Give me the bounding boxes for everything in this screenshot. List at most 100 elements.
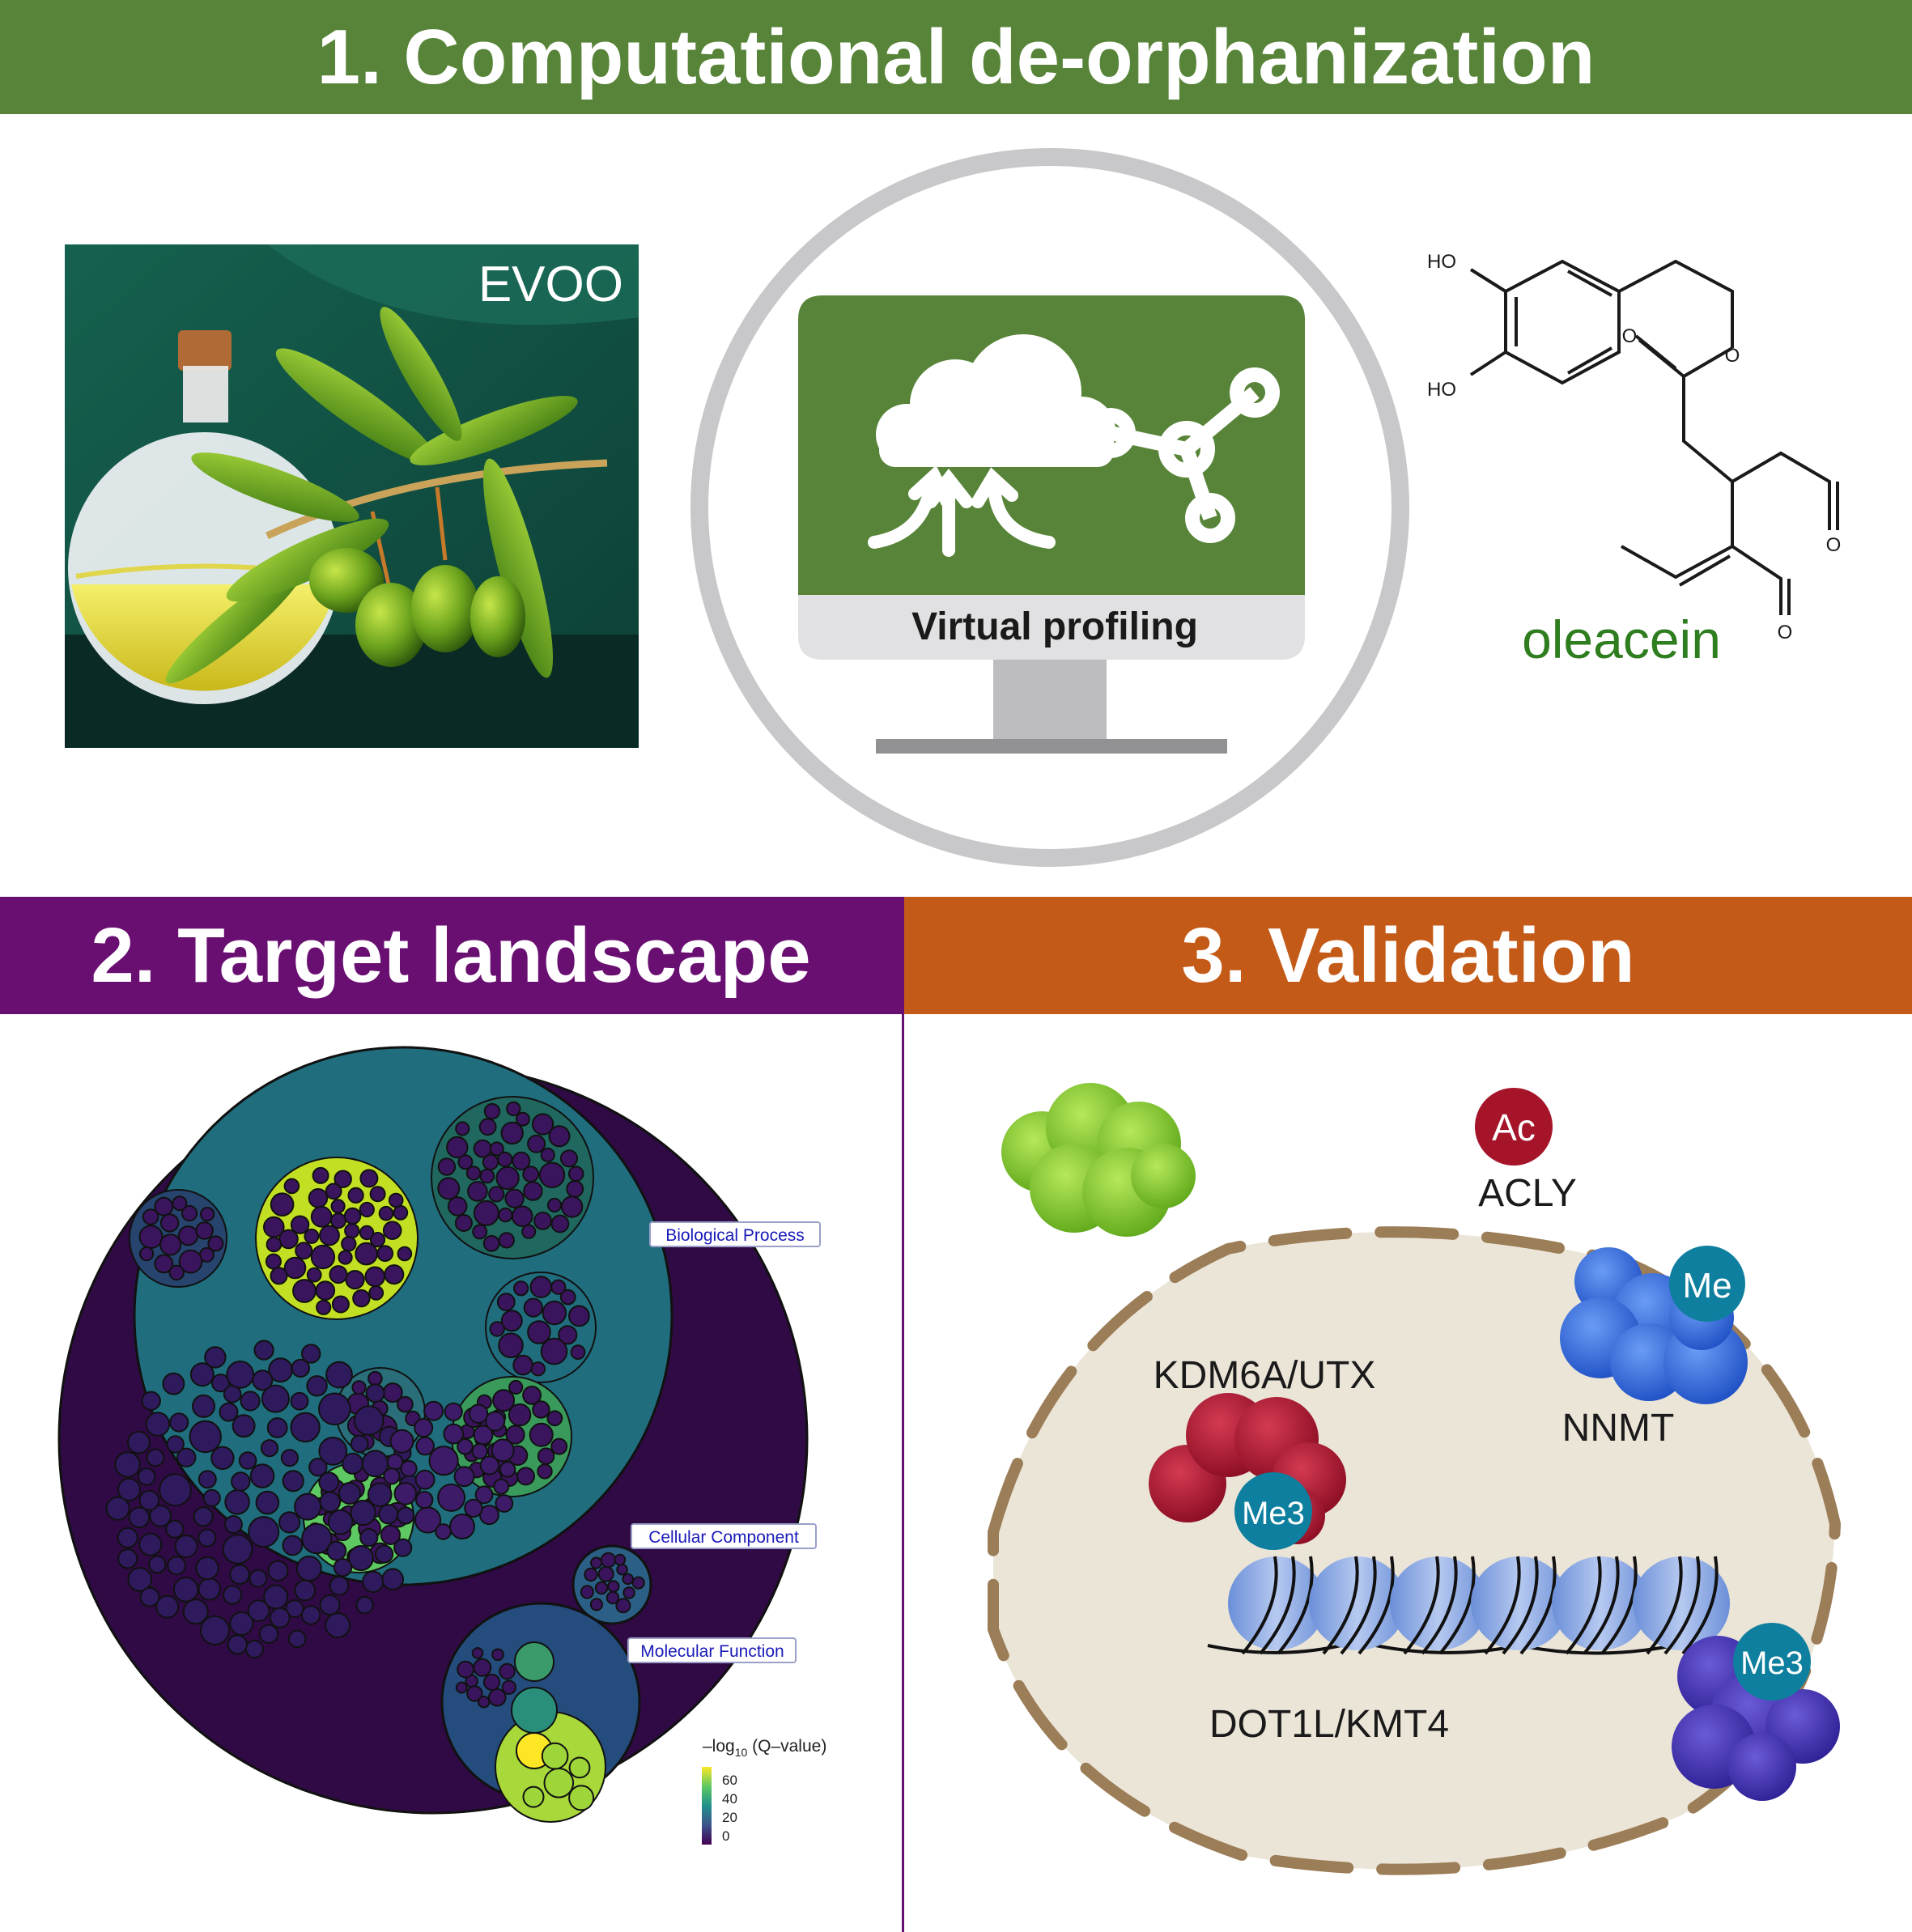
go-term-circle bbox=[117, 1548, 138, 1569]
go-term-circle bbox=[219, 1402, 239, 1422]
legend-colorbar bbox=[702, 1767, 712, 1845]
oleacein-label: oleacein bbox=[1522, 609, 1721, 669]
legend-tick-20: 20 bbox=[722, 1810, 737, 1825]
go-term-circle bbox=[550, 1214, 570, 1234]
go-term-circle bbox=[139, 1246, 155, 1262]
go-term-circle bbox=[546, 1197, 563, 1213]
go-term-circle bbox=[359, 1169, 379, 1188]
go-term-circle bbox=[550, 1437, 568, 1455]
go-term-circle bbox=[127, 1430, 151, 1454]
go-term-circle bbox=[315, 1280, 336, 1301]
go-term-circle bbox=[263, 1216, 285, 1238]
go-term-circle bbox=[347, 1545, 374, 1571]
go-term-circle bbox=[457, 1660, 474, 1679]
go-term-circle bbox=[446, 1136, 469, 1159]
go-term-circle bbox=[177, 1225, 199, 1246]
go-term-circle bbox=[343, 1207, 362, 1225]
go-term-circle bbox=[538, 1161, 566, 1189]
go-term-circle bbox=[589, 1598, 604, 1611]
molecular-function-terms bbox=[455, 1641, 606, 1823]
go-term-circle bbox=[513, 1280, 529, 1297]
go-term-circle bbox=[622, 1573, 635, 1586]
go-term-circle bbox=[294, 1493, 322, 1521]
go-term-circle bbox=[568, 1756, 591, 1779]
go-term-circle bbox=[529, 1422, 554, 1447]
go-term-circle bbox=[457, 1154, 474, 1170]
go-term-circle bbox=[222, 1534, 253, 1565]
go-term-circle bbox=[455, 1121, 470, 1136]
go-term-circle bbox=[550, 1279, 567, 1295]
chromatin-fiber bbox=[1207, 1556, 1795, 1655]
go-term-circle bbox=[614, 1553, 627, 1566]
network-nodes-icon bbox=[1086, 367, 1280, 543]
go-term-circle bbox=[204, 1346, 227, 1369]
legend-title: –log10 (Q–value) bbox=[703, 1737, 826, 1759]
go-term-circle bbox=[325, 1612, 351, 1638]
go-term-circle bbox=[137, 1467, 156, 1486]
go-term-circle bbox=[283, 1178, 300, 1195]
go-term-circle bbox=[512, 1354, 533, 1376]
go-term-circle bbox=[269, 1607, 291, 1628]
go-term-circle bbox=[397, 1506, 415, 1525]
nucleosome bbox=[1471, 1556, 1568, 1650]
molecular-function-tag: Molecular Function bbox=[627, 1637, 797, 1663]
computational-deorphanization-header: 1. Computational de-orphanization bbox=[0, 0, 1912, 114]
go-term-circle bbox=[310, 1205, 333, 1228]
go-term-circle bbox=[495, 1494, 514, 1513]
go-term-circle bbox=[176, 1447, 197, 1467]
go-term-circle bbox=[154, 1254, 174, 1274]
go-term-circle bbox=[345, 1270, 365, 1290]
go-term-circle bbox=[338, 1250, 353, 1265]
go-term-circle bbox=[473, 1658, 492, 1677]
go-term-circle bbox=[400, 1459, 418, 1478]
go-term-circle bbox=[282, 1470, 304, 1493]
go-term-circle bbox=[240, 1391, 261, 1412]
go-term-circle bbox=[530, 1361, 546, 1377]
go-term-circle bbox=[516, 1467, 535, 1486]
go-term-circle bbox=[167, 1556, 187, 1576]
go-term-circle bbox=[389, 1429, 414, 1454]
go-term-circle bbox=[499, 1662, 516, 1680]
oleacein-structure: HO HO O O O O oleacein bbox=[1427, 251, 1841, 669]
go-term-circle bbox=[247, 1599, 270, 1622]
go-term-circle bbox=[559, 1149, 579, 1168]
go-term-circle bbox=[437, 1177, 461, 1200]
go-term-circle bbox=[498, 1232, 515, 1249]
go-term-circle bbox=[521, 1224, 537, 1239]
evoo-label: EVOO bbox=[478, 257, 623, 312]
go-term-circle bbox=[454, 1214, 473, 1232]
go-term-circle bbox=[351, 1380, 367, 1395]
go-term-circle bbox=[597, 1565, 614, 1582]
go-term-circle bbox=[472, 1224, 488, 1240]
go-term-circle bbox=[447, 1196, 468, 1217]
go-term-circle bbox=[566, 1180, 584, 1198]
go-term-circle bbox=[393, 1538, 413, 1557]
go-term-circle bbox=[522, 1166, 540, 1183]
biological-process-tag: Biological Process bbox=[649, 1221, 821, 1247]
go-term-circle bbox=[301, 1344, 321, 1364]
go-term-circle bbox=[252, 1369, 274, 1391]
go-term-circle bbox=[449, 1514, 475, 1539]
go-cluster-circle bbox=[511, 1687, 558, 1734]
go-term-circle bbox=[359, 1225, 375, 1241]
go-term-circle bbox=[265, 1253, 282, 1270]
go-term-circle bbox=[482, 1234, 500, 1252]
go-term-circle bbox=[491, 1648, 504, 1662]
go-term-circle bbox=[537, 1447, 555, 1465]
go-term-circle bbox=[282, 1535, 304, 1556]
go-term-circle bbox=[210, 1446, 235, 1470]
cloud-upload-icon bbox=[876, 334, 1115, 467]
go-term-circle bbox=[382, 1221, 402, 1241]
go-term-circle bbox=[527, 1320, 551, 1344]
go-term-circle bbox=[508, 1379, 524, 1395]
go-cluster-circle bbox=[514, 1641, 554, 1682]
go-term-circle bbox=[318, 1392, 351, 1426]
go-term-circle bbox=[468, 1403, 489, 1425]
go-term-circle bbox=[584, 1567, 598, 1582]
go-term-circle bbox=[195, 1556, 219, 1581]
go-term-circle bbox=[141, 1391, 161, 1411]
go-term-circle bbox=[127, 1567, 152, 1592]
go-term-circle bbox=[453, 1466, 475, 1488]
go-term-circle bbox=[280, 1449, 299, 1467]
go-term-circle bbox=[378, 1504, 399, 1525]
